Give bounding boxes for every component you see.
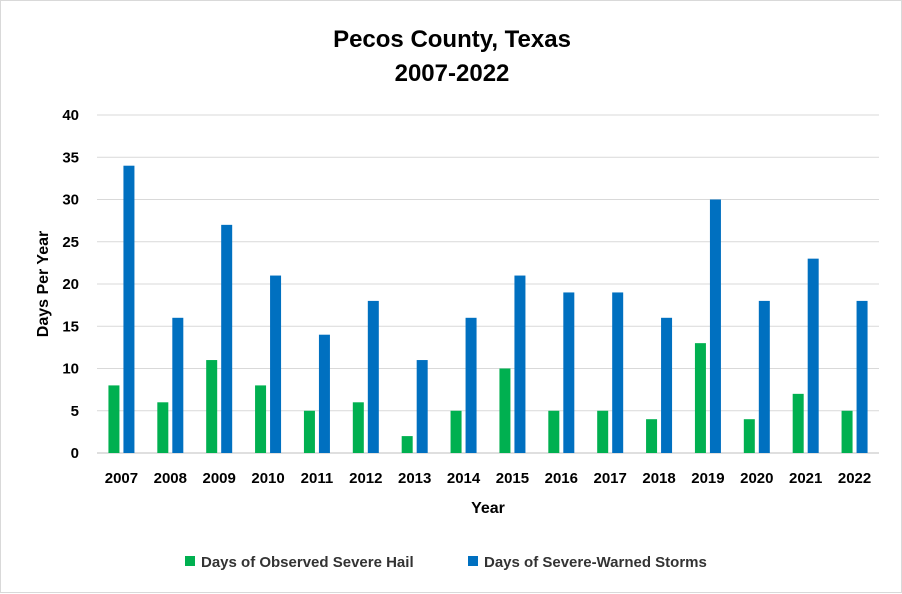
bar-hail-2008: [157, 402, 169, 453]
bar-hail-2017: [597, 410, 609, 453]
bar-storms-2020: [758, 300, 770, 453]
bar-storms-2009: [221, 224, 233, 453]
bar-hail-2009: [206, 360, 218, 453]
legend-label-hail: Days of Observed Severe Hail: [201, 554, 414, 571]
x-tick-label: 2011: [301, 470, 334, 487]
bar-storms-2015: [514, 275, 526, 453]
bar-hail-2020: [743, 419, 755, 453]
bar-storms-2019: [709, 199, 721, 453]
bar-storms-2021: [807, 258, 819, 453]
legend-swatch-hail: [185, 556, 195, 566]
x-tick-label: 2012: [349, 470, 382, 487]
x-tick-label: 2010: [251, 470, 284, 487]
x-tick-label: 2014: [447, 470, 481, 487]
chart-title: Pecos County, Texas: [333, 26, 571, 53]
bar-storms-2010: [270, 275, 282, 453]
x-tick-label: 2020: [740, 470, 773, 487]
bar-storms-2014: [465, 317, 477, 453]
chart-subtitle: 2007-2022: [395, 60, 510, 87]
legend-label-storms: Days of Severe-Warned Storms: [484, 554, 707, 571]
x-tick-label: 2021: [789, 470, 822, 487]
y-axis-title: Days Per Year: [35, 231, 52, 337]
bar-storms-2018: [661, 317, 673, 453]
bar-hail-2012: [352, 402, 364, 453]
x-tick-label: 2019: [691, 470, 724, 487]
bar-storms-2016: [563, 292, 575, 453]
y-tick-label: 0: [71, 445, 79, 462]
bar-hail-2007: [108, 385, 120, 453]
bar-hail-2021: [792, 393, 804, 453]
bar-hail-2022: [841, 410, 853, 453]
bar-hail-2016: [548, 410, 560, 453]
x-tick-label: 2017: [594, 470, 627, 487]
bar-storms-2013: [416, 360, 428, 453]
x-tick-label: 2015: [496, 470, 529, 487]
bar-hail-2013: [401, 436, 413, 453]
y-tick-label: 10: [62, 361, 79, 378]
x-tick-label: 2016: [545, 470, 578, 487]
y-tick-label: 25: [62, 234, 79, 251]
y-tick-label: 5: [71, 403, 79, 420]
bar-storms-2007: [123, 165, 135, 453]
bar-hail-2018: [646, 419, 658, 453]
x-tick-label: 2007: [105, 470, 138, 487]
bar-storms-2012: [367, 300, 379, 453]
x-tick-label: 2022: [838, 470, 871, 487]
bar-storms-2022: [856, 300, 868, 453]
bar-hail-2015: [499, 368, 511, 453]
bar-hail-2019: [694, 343, 706, 453]
bar-storms-2017: [612, 292, 624, 453]
bar-hail-2011: [303, 410, 315, 453]
x-tick-label: 2018: [642, 470, 675, 487]
x-tick-label: 2013: [398, 470, 431, 487]
bars: [108, 165, 868, 453]
x-axis-title: Year: [471, 500, 505, 517]
bar-storms-2008: [172, 317, 184, 453]
y-tick-label: 20: [62, 276, 79, 293]
y-tick-label: 40: [62, 107, 79, 124]
y-tick-label: 35: [62, 149, 79, 166]
legend: Days of Observed Severe Hail Days of Sev…: [185, 554, 707, 571]
x-axis-ticks: 2007 2008 2009 2010 2011 2012 2013 2014 2015 2016…: [105, 470, 872, 487]
y-axis-ticks: 0 5 10 15 20 25 30 35 40: [62, 107, 79, 462]
y-tick-label: 15: [62, 318, 79, 335]
bar-hail-2014: [450, 410, 462, 453]
x-tick-label: 2008: [154, 470, 187, 487]
y-tick-label: 30: [62, 192, 79, 209]
bar-hail-2010: [255, 385, 267, 453]
x-tick-label: 2009: [203, 470, 236, 487]
legend-swatch-storms: [468, 556, 478, 566]
bar-storms-2011: [318, 334, 330, 453]
